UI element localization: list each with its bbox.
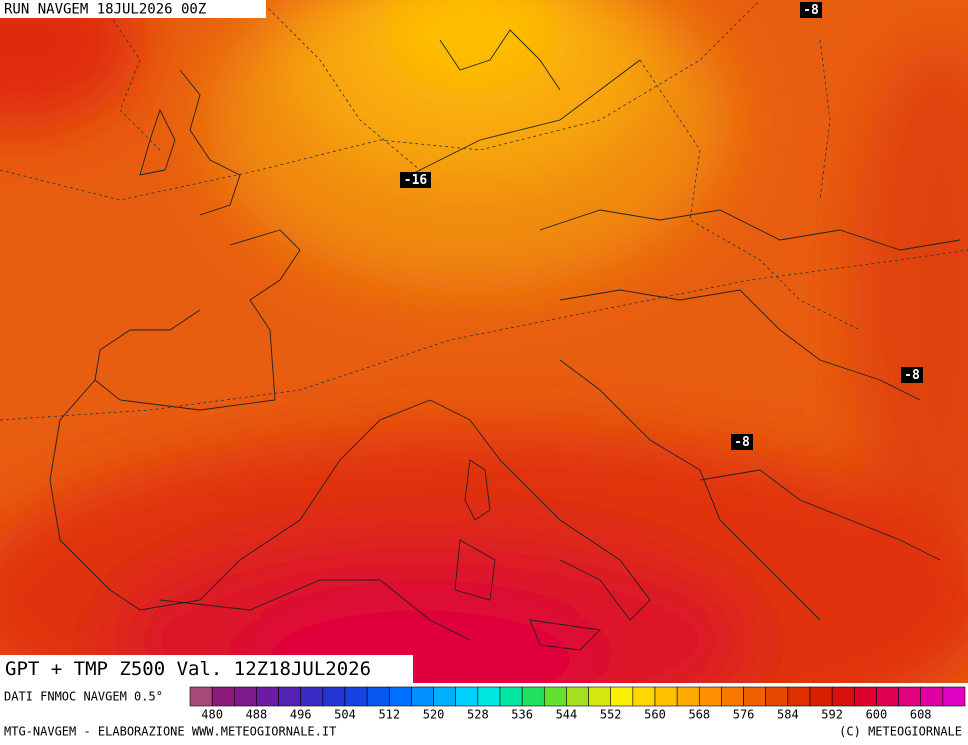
run-label: RUN NAVGEM 18JUL2026 00Z (4, 2, 206, 18)
colorbar-label: 600 (866, 708, 888, 722)
colorbar-swatch (411, 686, 434, 707)
colorbar-swatch (211, 686, 235, 707)
colorbar-swatch (566, 686, 589, 707)
source-label: DATI FNMOC NAVGEM 0.5° (4, 690, 163, 704)
footer-left: MTG-NAVGEM - ELABORAZIONE WWW.METEOGIORN… (4, 725, 336, 739)
label-box (400, 172, 431, 188)
colorbar-swatch (831, 686, 855, 707)
colorbar-swatch (809, 686, 833, 707)
colorbar-swatch (278, 686, 302, 707)
colorbar-swatch (189, 686, 213, 707)
title-box (0, 655, 413, 684)
colorbar-swatch (499, 686, 523, 707)
colorbar-label: 512 (378, 708, 400, 722)
colorbar-label: 528 (467, 708, 489, 722)
colorbar-swatch (610, 686, 634, 707)
colorbar-label: 608 (910, 708, 932, 722)
colorbar-swatch (588, 686, 612, 707)
colorbar-swatch (344, 686, 368, 707)
colorbar-swatch (322, 686, 346, 707)
colorbar-label: 496 (290, 708, 312, 722)
colorbar-swatch (233, 686, 257, 707)
map-label: -16 (404, 173, 428, 188)
colorbar-swatch (942, 686, 966, 707)
map-label: -8 (734, 435, 750, 450)
colorbar-swatch (920, 686, 944, 707)
colorbar-swatch (256, 686, 279, 707)
colorbar-swatch (300, 686, 324, 707)
colorbar-label: 592 (821, 708, 843, 722)
coastlines (49, 29, 961, 651)
label-box (800, 2, 822, 18)
colorbar: 480 488 496 504 512 520 528 536 544 552 560 568 576 5… (189, 686, 966, 722)
colorbar-swatch (853, 686, 877, 707)
colorbar-label: 560 (644, 708, 666, 722)
map-labels: -16 -8 -8 -8 (400, 2, 923, 450)
colorbar-label: 552 (600, 708, 622, 722)
label-box (901, 367, 923, 383)
map-label: -8 (904, 368, 920, 383)
colorbar-label: 520 (423, 708, 445, 722)
colorbar-swatch (721, 686, 744, 707)
colorbar-swatch (898, 686, 922, 707)
header-box (0, 0, 266, 18)
colorbar-swatch (676, 686, 700, 707)
colorbar-swatch (521, 686, 545, 707)
isolines (0, 0, 968, 421)
colorbar-swatch (876, 686, 899, 707)
colorbar-label: 584 (777, 708, 799, 722)
colorbar-swatch (632, 686, 656, 707)
colorbar-label: 576 (733, 708, 755, 722)
map-label: -8 (803, 3, 819, 18)
colorbar-swatch (477, 686, 501, 707)
colorbar-label: 504 (334, 708, 356, 722)
colorbar-swatch (388, 686, 412, 707)
colorbar-swatch (765, 686, 789, 707)
colorbar-swatch (455, 686, 479, 707)
colorbar-swatch (787, 686, 811, 707)
colorbar-swatch (698, 686, 722, 707)
colorbar-label: 536 (511, 708, 533, 722)
footer-right: (C) METEOGIORNALE (839, 725, 962, 739)
label-box (731, 434, 753, 450)
colorbar-swatch (433, 686, 457, 707)
colorbar-swatch (543, 686, 567, 707)
colorbar-swatch (366, 686, 390, 707)
colorbar-label: 488 (246, 708, 268, 722)
colorbar-swatch (654, 686, 678, 707)
colorbar-label: 480 (201, 708, 223, 722)
colorbar-swatch (743, 686, 767, 707)
map-title: GPT + TMP Z500 Val. 12Z18JUL2026 (5, 658, 371, 680)
colorbar-label: 568 (688, 708, 710, 722)
colorbar-label: 544 (556, 708, 578, 722)
